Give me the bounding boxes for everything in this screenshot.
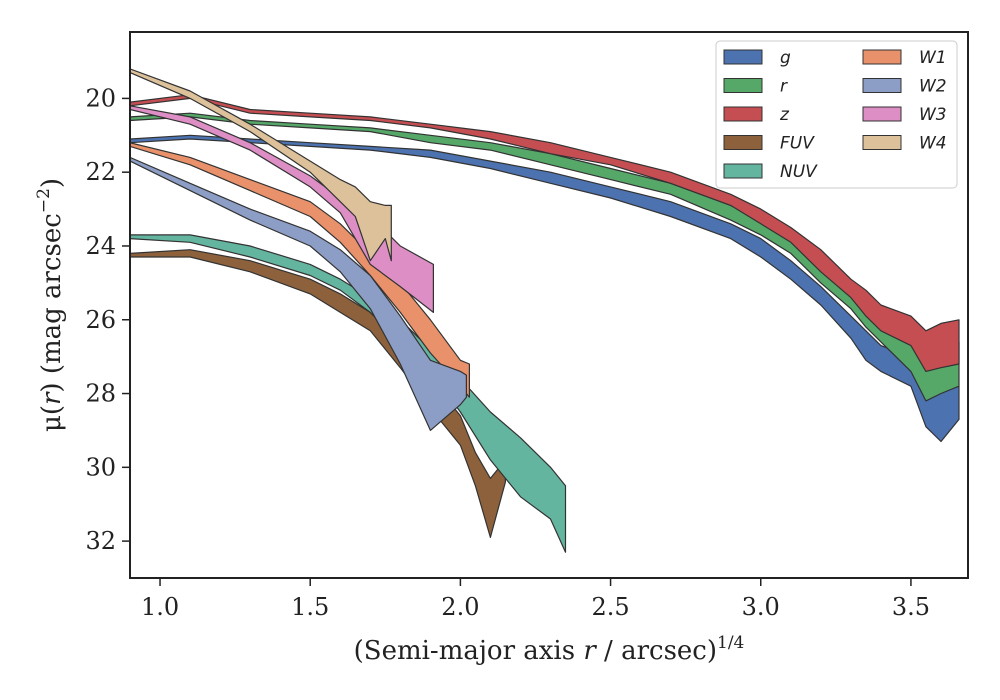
legend-label-r: r [780,77,788,97]
legend-swatch-NUV [723,163,763,179]
x-tick-label: 2.5 [591,593,629,621]
series-band-W3 [130,105,434,313]
y-tick-label: 28 [85,380,116,408]
legend-frame [715,40,958,189]
legend-swatch-z [723,106,763,122]
x-tick-label: 1.5 [291,593,329,621]
legend-label-W3: W3 [919,105,947,125]
series-layer [130,68,960,553]
legend-swatch-g [723,49,763,65]
legend-swatch-r [723,78,763,93]
legend-label-NUV: NUV [780,162,818,182]
y-tick-label: 24 [85,232,116,260]
x-axis-ticks: 1.0 1.5 2.0 2.5 3.0 3.5 [141,578,930,621]
legend-label-W4: W4 [919,134,947,154]
y-axis-ticks: 20 22 24 26 28 30 32 [85,84,130,555]
x-tick-label: 3.5 [892,593,930,621]
series-band-z [130,94,960,372]
legend: grz FUV NUV W1 W2 W3 W4 [715,40,958,189]
series-band-g [130,134,960,443]
legend-swatch-W3 [862,106,902,122]
legend-entries: grz FUV NUV W1 W2 W3 W4 [723,48,947,182]
series-band-W4 [130,68,392,262]
x-axis-label: (Semi-major axis r / arcsec)1/4 [354,633,745,666]
legend-label-z: z [779,105,790,125]
y-tick-label: 22 [85,158,116,186]
legend-label-g: g [780,48,791,68]
legend-label-W1: W1 [919,48,947,68]
x-tick-label: 1.0 [141,593,179,621]
series-band-NUV [130,234,567,553]
plot-frame [129,31,969,579]
legend-swatch-W1 [862,49,902,65]
y-tick-label: 26 [85,306,116,334]
legend-label-FUV: FUV [780,134,815,154]
y-axis-label: μ(r) (mag arcsec−2) [34,178,67,432]
x-tick-label: 3.0 [742,593,780,621]
y-tick-label: 32 [85,527,116,555]
y-tick-label: 30 [85,453,116,481]
legend-swatch-FUV [723,135,763,150]
series-band-W2 [130,156,467,431]
legend-swatch-W4 [862,135,902,150]
y-tick-label: 20 [85,84,116,112]
series-band-W1 [130,142,470,398]
legend-swatch-W2 [862,78,902,93]
x-tick-label: 2.0 [441,593,479,621]
legend-label-W2: W2 [919,77,947,97]
